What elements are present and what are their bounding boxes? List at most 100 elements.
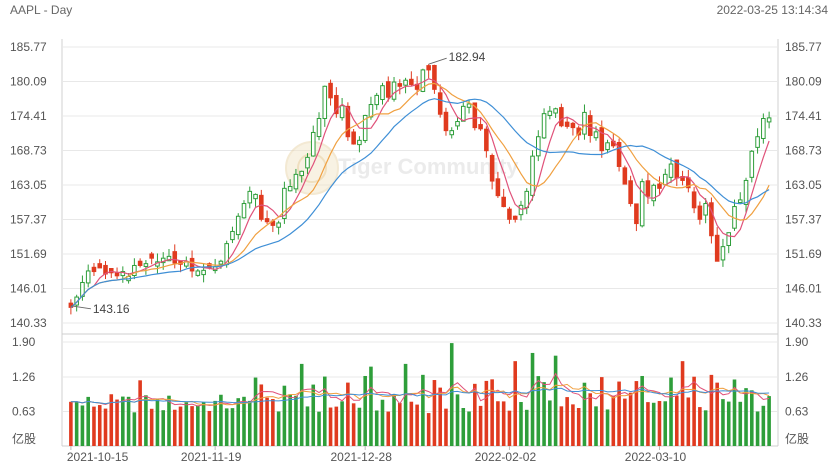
- volume-bar: [271, 399, 275, 446]
- volume-bar: [305, 406, 310, 446]
- candle: [616, 138, 622, 172]
- volume-bar: [380, 399, 385, 446]
- candle: [645, 173, 651, 204]
- candle-body: [137, 260, 143, 266]
- volume-bar: [363, 375, 367, 446]
- candle: [749, 150, 755, 183]
- volume-bar: [421, 374, 425, 446]
- volume-bar: [467, 411, 471, 446]
- volume-bar: [536, 376, 541, 446]
- candle: [651, 183, 656, 207]
- volume-bar: [761, 405, 766, 446]
- candle-body: [691, 191, 697, 209]
- volume-tick-left: 1.90: [12, 335, 36, 349]
- volume-bar: [392, 394, 396, 446]
- candle-body: [316, 117, 322, 138]
- volume-bar: [496, 401, 500, 446]
- volume-bar: [322, 376, 327, 446]
- low-label: 143.16: [93, 302, 130, 316]
- candle-body: [766, 117, 772, 123]
- volume-bar: [294, 395, 298, 446]
- price-tick-right: 185.77: [785, 40, 822, 54]
- candle: [426, 64, 431, 79]
- candle: [484, 126, 489, 158]
- candle: [259, 189, 264, 222]
- candle: [639, 178, 645, 228]
- moving-averages: [70, 78, 770, 308]
- price-tick-left: 157.37: [10, 213, 47, 227]
- candle: [755, 128, 760, 154]
- volume-bar: [334, 406, 339, 446]
- candle: [385, 76, 391, 102]
- candle-body: [339, 105, 345, 119]
- candle-body: [645, 180, 651, 197]
- volume-bar: [213, 400, 217, 446]
- volume-bar: [732, 379, 737, 446]
- candle-body: [247, 190, 253, 204]
- candle: [518, 200, 524, 221]
- candle: [703, 198, 708, 224]
- candle: [276, 220, 281, 235]
- candle-body: [368, 104, 374, 118]
- candle: [299, 170, 304, 183]
- volume-bar: [299, 363, 304, 446]
- watermark-text: Tiger Community: [338, 154, 519, 179]
- candle-body: [593, 131, 599, 139]
- volume-bar: [167, 395, 171, 446]
- volume-bar: [311, 384, 316, 446]
- volume-bar: [121, 396, 125, 446]
- candle-body: [241, 203, 247, 219]
- candle-body: [749, 150, 755, 178]
- candle: [103, 261, 108, 280]
- x-tick-label: 2021-10-15: [67, 450, 129, 464]
- volume-bar: [230, 408, 235, 446]
- candle: [478, 118, 483, 131]
- candle: [628, 175, 633, 207]
- volume-bar: [155, 398, 160, 446]
- candle-body: [634, 203, 639, 225]
- candle-body: [235, 215, 241, 236]
- candle-body: [628, 180, 633, 205]
- volume-bar: [328, 407, 333, 446]
- candle-body: [472, 102, 478, 129]
- volume-bar: [726, 401, 731, 446]
- candle-body: [409, 78, 414, 85]
- volume-bar: [582, 382, 587, 446]
- candle-body: [293, 173, 299, 190]
- price-tick-right: 174.41: [785, 109, 822, 123]
- annotations: 182.94 143.16: [70, 50, 486, 316]
- price-tick-right: 157.37: [785, 213, 822, 227]
- candle: [686, 169, 691, 193]
- volume-bar: [565, 397, 569, 446]
- grid: [61, 39, 779, 450]
- price-tick-right: 180.09: [785, 75, 822, 89]
- candle-body: [108, 268, 114, 274]
- candle: [587, 110, 593, 143]
- candle-body: [426, 65, 431, 71]
- volume-bar: [715, 382, 719, 446]
- candle: [247, 186, 253, 209]
- candle: [501, 188, 506, 208]
- candle-body: [299, 170, 304, 177]
- volume-bar: [501, 401, 506, 446]
- candle: [680, 170, 685, 186]
- volume-bar: [542, 382, 546, 446]
- candle-body: [599, 127, 605, 152]
- candle-body: [328, 82, 333, 99]
- volume-bar: [553, 355, 558, 446]
- volume-bar: [507, 410, 512, 446]
- volume-bar: [473, 383, 477, 446]
- candle-body: [737, 199, 743, 204]
- volume-bar: [548, 400, 552, 446]
- axis-labels: 185.77 185.77 180.09 180.09 174.41 174.41 168.…: [10, 40, 822, 464]
- ma5-line: [70, 78, 770, 308]
- candle-body: [582, 111, 587, 135]
- candle: [495, 171, 501, 198]
- price-tick-left: 140.33: [10, 316, 47, 330]
- volume-bar: [484, 380, 489, 446]
- candle: [287, 179, 293, 192]
- candle-body: [559, 107, 564, 127]
- volume-bar: [374, 410, 379, 446]
- volume-bar: [599, 377, 604, 446]
